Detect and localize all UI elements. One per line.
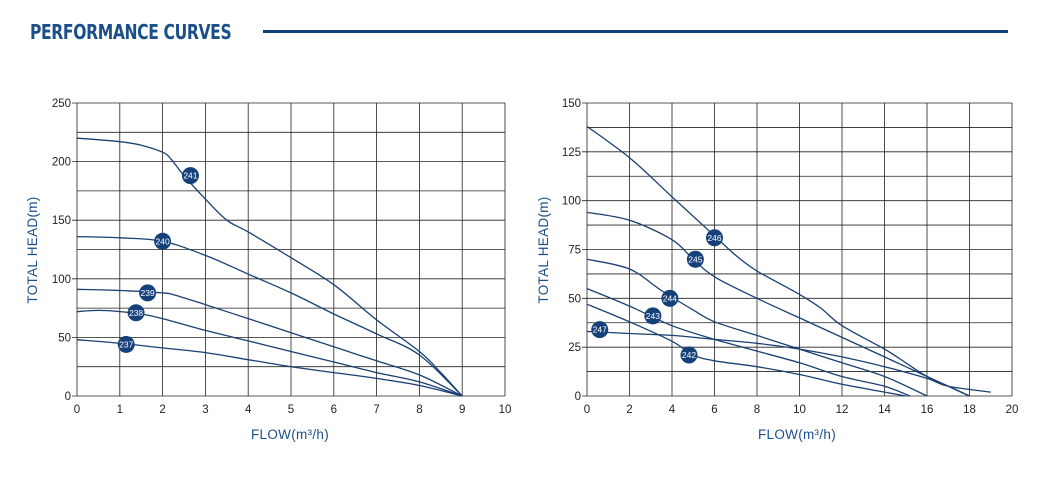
x-tick-label: 1	[117, 404, 123, 416]
y-tick-label: 250	[52, 98, 71, 110]
x-tick-label: 4	[669, 404, 676, 416]
series-line-247	[586, 330, 991, 393]
series-line-241	[76, 137, 463, 397]
y-tick-label: 50	[568, 293, 581, 305]
x-tick-label: 18	[963, 404, 976, 416]
series-badge-240	[154, 232, 172, 250]
series-label-239: 239	[141, 288, 155, 298]
series-label-241: 241	[183, 171, 197, 181]
x-tick-label: 6	[711, 404, 717, 416]
x-tick-label: 2	[626, 404, 632, 416]
series-label-246: 246	[707, 233, 721, 243]
y-tick-label: 150	[52, 215, 71, 227]
page-title: PERFORMANCE CURVES	[30, 20, 232, 44]
series-badge-246	[706, 229, 723, 247]
y-tick-label: 100	[562, 196, 581, 208]
y-tick-label: 50	[58, 332, 71, 344]
series-badge-247	[591, 321, 609, 339]
y-tick-label: 75	[568, 245, 581, 257]
x-tick-label: 0	[584, 404, 590, 416]
x-tick-label: 6	[331, 404, 337, 416]
series-line-238	[76, 309, 463, 397]
x-tick-label: 0	[74, 404, 80, 416]
series-line-240	[76, 235, 463, 397]
x-tick-label: 10	[793, 404, 806, 416]
x-tick-label: 12	[836, 404, 849, 416]
x-tick-label: 14	[878, 404, 891, 416]
y-tick-label: 150	[562, 98, 581, 110]
x-tick-label: 10	[499, 404, 512, 416]
x-tick-label: 2	[159, 404, 165, 416]
x-tick-label: 3	[202, 404, 208, 416]
series-label-242: 242	[682, 350, 696, 360]
series-line-243	[586, 287, 911, 397]
x-axis-title: FLOW(m³/h)	[251, 427, 329, 442]
y-axis-title: TOTAL HEAD(m)	[536, 196, 551, 303]
series-badge-239	[139, 284, 157, 302]
x-tick-label: 16	[921, 404, 934, 416]
series-label-245: 245	[688, 254, 702, 264]
series-label-238: 238	[129, 308, 143, 318]
series-badge-243	[644, 307, 662, 325]
header-rule	[263, 30, 1008, 33]
y-tick-label: 125	[562, 147, 581, 159]
x-axis-title: FLOW(m³/h)	[758, 427, 836, 442]
y-axis-title: TOTAL HEAD(m)	[25, 196, 40, 303]
series-label-243: 243	[646, 311, 660, 321]
series-line-246	[586, 125, 970, 397]
series-line-244	[586, 258, 928, 397]
series-badge-241	[181, 167, 199, 185]
series-line-237	[76, 339, 463, 397]
series-line-245	[586, 211, 970, 397]
series-label-240: 240	[156, 236, 170, 246]
y-tick-label: 0	[65, 391, 71, 403]
series-badge-244	[661, 289, 679, 307]
series-badge-242	[680, 346, 698, 364]
series-line-242	[586, 303, 906, 397]
x-tick-label: 7	[373, 404, 379, 416]
chart-2: 0 2 4 6 8 10 12 14 16 18 200255075100125150FLOW(m³…	[536, 98, 1018, 442]
x-tick-label: 8	[416, 404, 422, 416]
series-label-244: 244	[663, 293, 677, 303]
series-badge-237	[117, 335, 135, 353]
x-tick-label: 5	[288, 404, 294, 416]
series-label-247: 247	[593, 325, 607, 335]
y-tick-label: 100	[52, 274, 71, 286]
y-tick-label: 25	[568, 342, 581, 354]
x-tick-label: 9	[459, 404, 465, 416]
x-tick-label: 20	[1006, 404, 1019, 416]
chart-1: 0 1 2 3 4 5 6 7 8 9 10050100150200250FLOW(m³/h)TOT…	[25, 98, 511, 442]
y-tick-label: 0	[575, 391, 581, 403]
series-badge-238	[127, 304, 145, 322]
y-tick-label: 200	[52, 157, 71, 169]
series-badge-245	[686, 250, 704, 268]
x-tick-label: 8	[754, 404, 760, 416]
series-label-237: 237	[119, 339, 133, 349]
x-tick-label: 4	[245, 404, 252, 416]
